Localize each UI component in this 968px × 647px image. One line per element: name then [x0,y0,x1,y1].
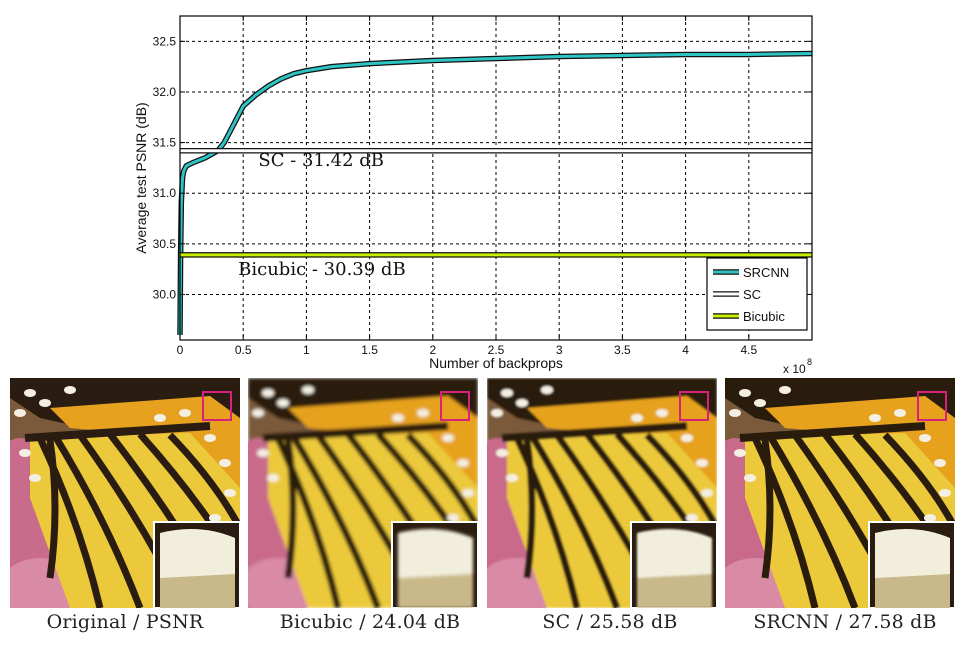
x-tick-label: 1 [303,343,310,357]
y-tick-label: 32.0 [153,85,177,99]
x-tick-label: 4 [682,343,689,357]
annotation-0: SC - 31.42 dB [258,150,384,171]
x-tick-label: 4.5 [740,343,757,357]
x-tick-label: 2 [429,343,436,357]
legend-label-bicubic: Bicubic [743,309,785,324]
panel-sc [487,378,717,608]
y-tick-label: 30.5 [153,237,177,251]
x-tick-label: 3.5 [614,343,631,357]
y-tick-label: 30.0 [153,287,177,301]
x-tick-label: 3 [556,343,563,357]
annotation-1: Bicubic - 30.39 dB [238,259,406,280]
panel-label-bicubic: Bicubic / 24.04 dB [279,611,461,633]
x-axis-label: Number of backprops [429,355,563,371]
legend-label-srcnn: SRCNN [743,265,789,280]
panel-label-srcnn: SRCNN / 27.58 dB [753,611,937,633]
panel-label-sc: SC / 25.58 dB [542,611,678,633]
x-tick-label: 2.5 [488,343,505,357]
y-tick-label: 31.0 [153,186,177,200]
x-tick-label: 1.5 [361,343,378,357]
x-multiplier-exponent: 8 [807,357,812,367]
series-line-srcnn [178,52,813,335]
psnr-chart: 0 0.5 1 1.5 2 2.5 3 3.5 4 4.5 30.0 30.5 31.0 31.5 32.0… [133,15,813,376]
panel-original [10,378,240,608]
legend-label-sc: SC [743,287,761,302]
panel-label-original: Original / PSNR [46,611,204,633]
panel-srcnn [725,378,955,608]
x-tick-label: 0 [177,343,184,357]
y-axis-label: Average test PSNR (dB) [133,102,149,253]
y-tick-label: 32.5 [153,34,177,48]
x-tick-label: 0.5 [235,343,252,357]
x-multiplier-label: x 10 [783,362,806,376]
y-tick-label: 31.5 [153,136,177,150]
panel-bicubic [248,378,478,608]
